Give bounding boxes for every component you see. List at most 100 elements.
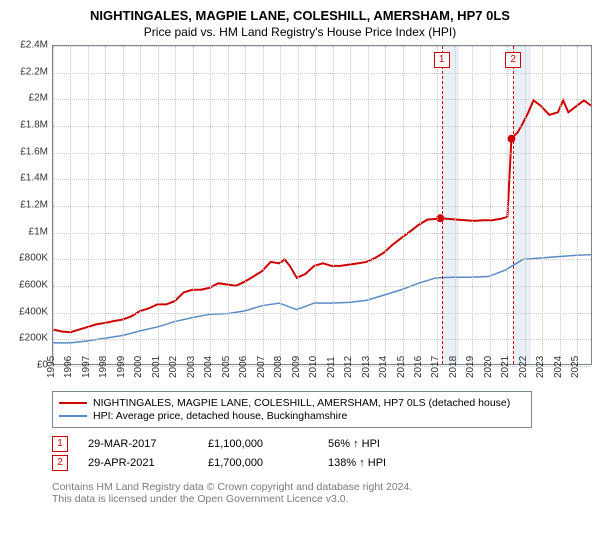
- y-tick-label: £2.4M: [20, 40, 48, 51]
- gridline: [507, 46, 508, 364]
- sale-pct: 138% ↑ HPI: [328, 457, 448, 469]
- gridline: [455, 46, 456, 364]
- sale-price: £1,700,000: [208, 457, 308, 469]
- flag-marker: 2: [505, 52, 521, 68]
- legend-label: NIGHTINGALES, MAGPIE LANE, COLESHILL, AM…: [93, 397, 510, 409]
- x-tick-label: 2018: [448, 356, 459, 378]
- series-hpi: [53, 255, 591, 343]
- footnote: Contains HM Land Registry data © Crown c…: [52, 481, 592, 505]
- gridline: [88, 46, 89, 364]
- gridline: [542, 46, 543, 364]
- series-svg: [53, 46, 591, 364]
- gridline: [53, 233, 591, 234]
- sales-table: 1 29-MAR-2017 £1,100,000 56% ↑ HPI 2 29-APR-2…: [52, 436, 592, 471]
- legend-label: HPI: Average price, detached house, Buck…: [93, 410, 347, 422]
- legend-row: NIGHTINGALES, MAGPIE LANE, COLESHILL, AM…: [59, 397, 525, 409]
- sale-flag: 2: [52, 455, 68, 471]
- x-tick-label: 2003: [186, 356, 197, 378]
- chart-title: NIGHTINGALES, MAGPIE LANE, COLESHILL, AM…: [8, 8, 592, 23]
- x-axis: 1995199619971998199920002001200220032004…: [52, 365, 592, 385]
- gridline: [123, 46, 124, 364]
- gridline: [577, 46, 578, 364]
- sale-pct: 56% ↑ HPI: [328, 438, 448, 450]
- y-axis: £0£200K£400K£600K£800K£1M£1.2M£1.4M£1.6M…: [8, 45, 52, 365]
- x-tick-label: 2008: [273, 356, 284, 378]
- x-tick-label: 2001: [151, 356, 162, 378]
- gridline: [437, 46, 438, 364]
- x-tick-label: 2010: [308, 356, 319, 378]
- flag-line: [442, 46, 443, 364]
- y-tick-label: £1.6M: [20, 146, 48, 157]
- x-tick-label: 2006: [238, 356, 249, 378]
- gridline: [333, 46, 334, 364]
- y-tick-label: £1M: [29, 226, 48, 237]
- sale-marker: [507, 135, 515, 143]
- chart-container: £0£200K£400K£600K£800K£1M£1.2M£1.4M£1.6M…: [8, 45, 592, 385]
- y-tick-label: £800K: [19, 253, 48, 264]
- legend: NIGHTINGALES, MAGPIE LANE, COLESHILL, AM…: [52, 391, 532, 428]
- x-tick-label: 2013: [361, 356, 372, 378]
- y-tick-label: £1.2M: [20, 200, 48, 211]
- x-tick-label: 2021: [500, 356, 511, 378]
- x-tick-label: 2014: [378, 356, 389, 378]
- x-tick-label: 1995: [46, 356, 57, 378]
- x-tick-label: 1997: [81, 356, 92, 378]
- x-tick-label: 2002: [168, 356, 179, 378]
- y-tick-label: £200K: [19, 333, 48, 344]
- gridline: [560, 46, 561, 364]
- sale-flag: 1: [52, 436, 68, 452]
- chart-subtitle: Price paid vs. HM Land Registry's House …: [8, 25, 592, 39]
- y-tick-label: £600K: [19, 280, 48, 291]
- gridline: [140, 46, 141, 364]
- footnote-line1: Contains HM Land Registry data © Crown c…: [52, 481, 592, 493]
- sale-date: 29-APR-2021: [88, 457, 188, 469]
- x-tick-label: 1998: [98, 356, 109, 378]
- y-tick-label: £1.4M: [20, 173, 48, 184]
- gridline: [210, 46, 211, 364]
- gridline: [53, 179, 591, 180]
- x-tick-label: 2011: [326, 356, 337, 378]
- sale-row: 1 29-MAR-2017 £1,100,000 56% ↑ HPI: [52, 436, 592, 452]
- x-tick-label: 2023: [535, 356, 546, 378]
- gridline: [350, 46, 351, 364]
- gridline: [403, 46, 404, 364]
- legend-swatch: [59, 402, 87, 404]
- gridline: [53, 286, 591, 287]
- y-tick-label: £400K: [19, 306, 48, 317]
- x-tick-label: 2017: [430, 356, 441, 378]
- gridline: [193, 46, 194, 364]
- gridline: [53, 73, 591, 74]
- x-tick-label: 2007: [256, 356, 267, 378]
- gridline: [420, 46, 421, 364]
- y-tick-label: £2.2M: [20, 66, 48, 77]
- gridline: [53, 99, 591, 100]
- x-tick-label: 2015: [396, 356, 407, 378]
- gridline: [368, 46, 369, 364]
- gridline: [53, 46, 54, 364]
- x-tick-label: 2022: [518, 356, 529, 378]
- gridline: [315, 46, 316, 364]
- gridline: [53, 46, 591, 47]
- x-tick-label: 2000: [133, 356, 144, 378]
- x-tick-label: 2004: [203, 356, 214, 378]
- gridline: [490, 46, 491, 364]
- sale-row: 2 29-APR-2021 £1,700,000 138% ↑ HPI: [52, 455, 592, 471]
- plot-area: 12: [52, 45, 592, 365]
- gridline: [158, 46, 159, 364]
- sale-date: 29-MAR-2017: [88, 438, 188, 450]
- gridline: [53, 126, 591, 127]
- gridline: [385, 46, 386, 364]
- x-tick-label: 2009: [291, 356, 302, 378]
- gridline: [53, 153, 591, 154]
- x-tick-label: 2025: [570, 356, 581, 378]
- gridline: [228, 46, 229, 364]
- gridline: [525, 46, 526, 364]
- gridline: [53, 339, 591, 340]
- gridline: [472, 46, 473, 364]
- flag-line: [513, 46, 514, 364]
- legend-row: HPI: Average price, detached house, Buck…: [59, 410, 525, 422]
- flag-marker: 1: [434, 52, 450, 68]
- x-tick-label: 1996: [63, 356, 74, 378]
- x-tick-label: 2024: [553, 356, 564, 378]
- sale-price: £1,100,000: [208, 438, 308, 450]
